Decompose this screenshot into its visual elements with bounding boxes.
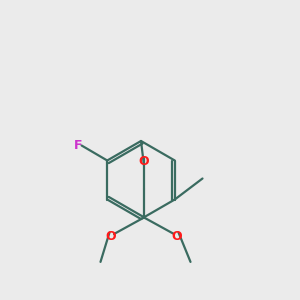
Text: O: O: [172, 230, 182, 244]
Text: O: O: [106, 230, 116, 244]
Text: O: O: [139, 155, 149, 168]
Text: F: F: [74, 139, 82, 152]
